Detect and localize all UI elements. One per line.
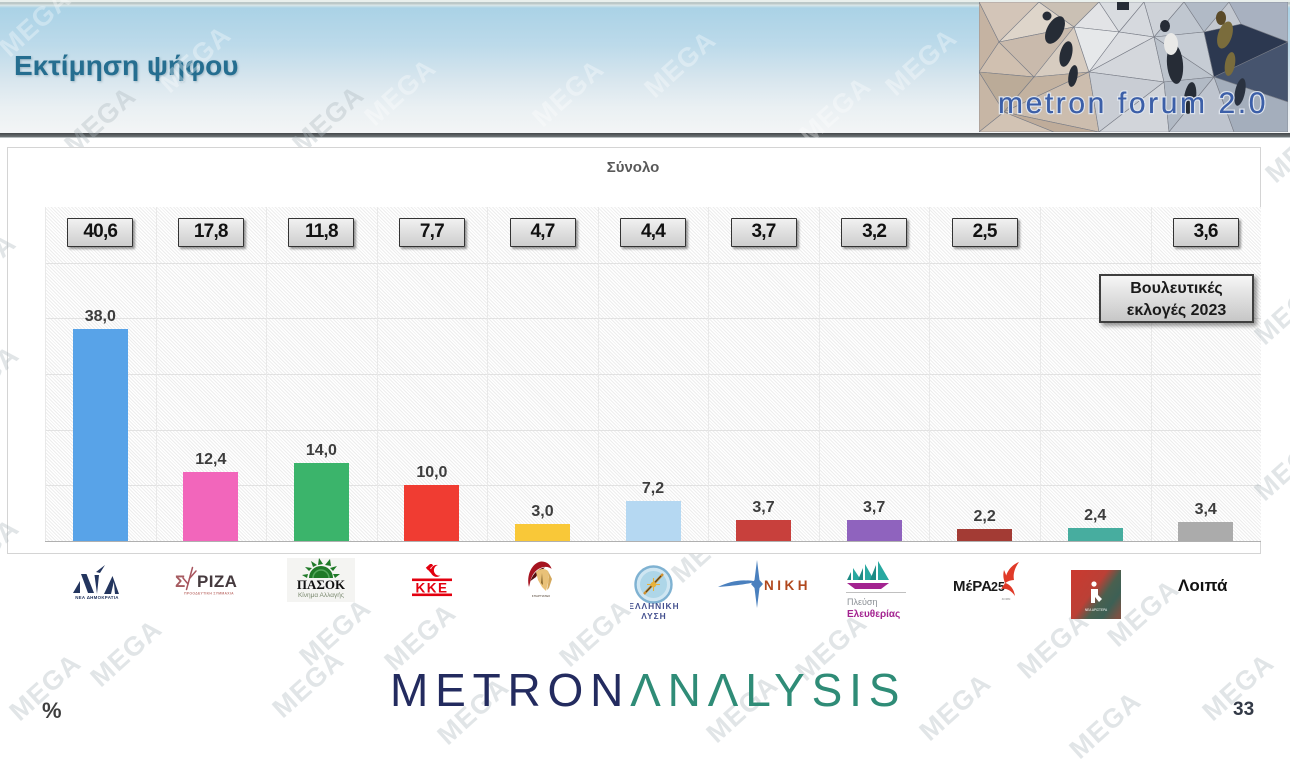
svg-text:ΠΑΣΟΚ: ΠΑΣΟΚ [297, 577, 346, 592]
svg-text:ΡΙΖΑ: ΡΙΖΑ [197, 572, 237, 591]
svg-text:Ελευθερίας: Ελευθερίας [847, 609, 900, 620]
svg-text:.ΚΟΜΜ: .ΚΟΜΜ [1001, 597, 1011, 601]
svg-text:25: 25 [991, 580, 1005, 594]
svg-text:Σ: Σ [175, 572, 185, 591]
svg-text:ΜέΡΑ: ΜέΡΑ [953, 578, 992, 595]
svg-text:metron forum 2.0: metron forum 2.0 [998, 87, 1268, 120]
svg-text:Κίνημα Αλλαγής: Κίνημα Αλλαγής [298, 591, 344, 599]
svg-text:Πλεύση: Πλεύση [847, 597, 878, 607]
svg-text:ΝΕΑ ΔΗΜΟΚΡΑΤΙΑ: ΝΕΑ ΔΗΜΟΚΡΑΤΙΑ [75, 595, 119, 600]
svg-text:metron forum 2.0: metron forum 2.0 [998, 87, 1268, 120]
svg-text:ΕΛΛΗΝΙΚΗ: ΕΛΛΗΝΙΚΗ [630, 601, 678, 611]
svg-text:ΠΡΟΟΔΕΥΤΙΚΗ ΣΥΜΜΑΧΙΑ: ΠΡΟΟΔΕΥΤΙΚΗ ΣΥΜΜΑΧΙΑ [184, 592, 234, 596]
svg-text:ΝΙΚΗ: ΝΙΚΗ [764, 578, 811, 593]
svg-text:ΛΥΣΗ: ΛΥΣΗ [641, 611, 666, 621]
svg-text:ΝΕΑ ΑΡΙΣΤΕΡΑ: ΝΕΑ ΑΡΙΣΤΕΡΑ [1085, 608, 1108, 612]
svg-text:ΚΚΕ: ΚΚΕ [415, 581, 448, 596]
svg-text:ΣΠΑΡΤΙΑΤΕΣ: ΣΠΑΡΤΙΑΤΕΣ [532, 594, 550, 598]
